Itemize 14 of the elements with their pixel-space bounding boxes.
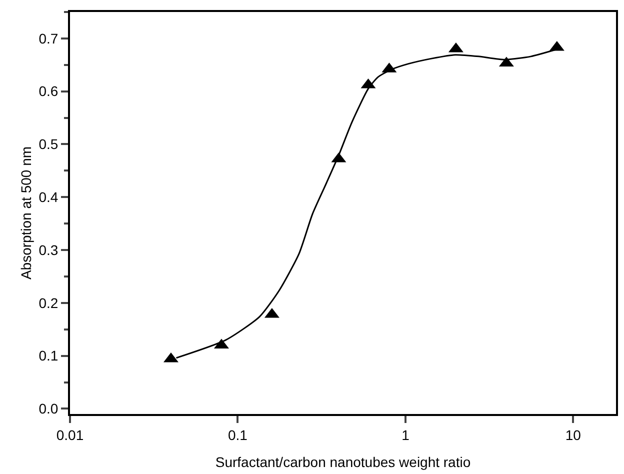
y-tick-label: 0.4: [38, 189, 58, 206]
y-tick-label: 0.2: [38, 294, 58, 311]
x-axis-title: Surfactant/carbon nanotubes weight ratio: [215, 454, 471, 470]
y-tick-label: 0.3: [38, 242, 58, 258]
y-tick-label: 0.6: [38, 83, 58, 100]
y-tick-label: 0.7: [38, 30, 58, 46]
x-tick-label: 0.01: [56, 426, 84, 443]
x-tick-label: 0.1: [228, 426, 248, 443]
y-tick-label: 0.1: [38, 348, 58, 364]
y-axis-title: Absorption at 500 nm: [18, 146, 34, 280]
y-tick-label: 0.0: [38, 400, 58, 417]
x-tick-label: 1: [402, 426, 410, 443]
x-tick-label: 10: [565, 426, 582, 443]
y-tick-label: 0.5: [38, 136, 58, 152]
